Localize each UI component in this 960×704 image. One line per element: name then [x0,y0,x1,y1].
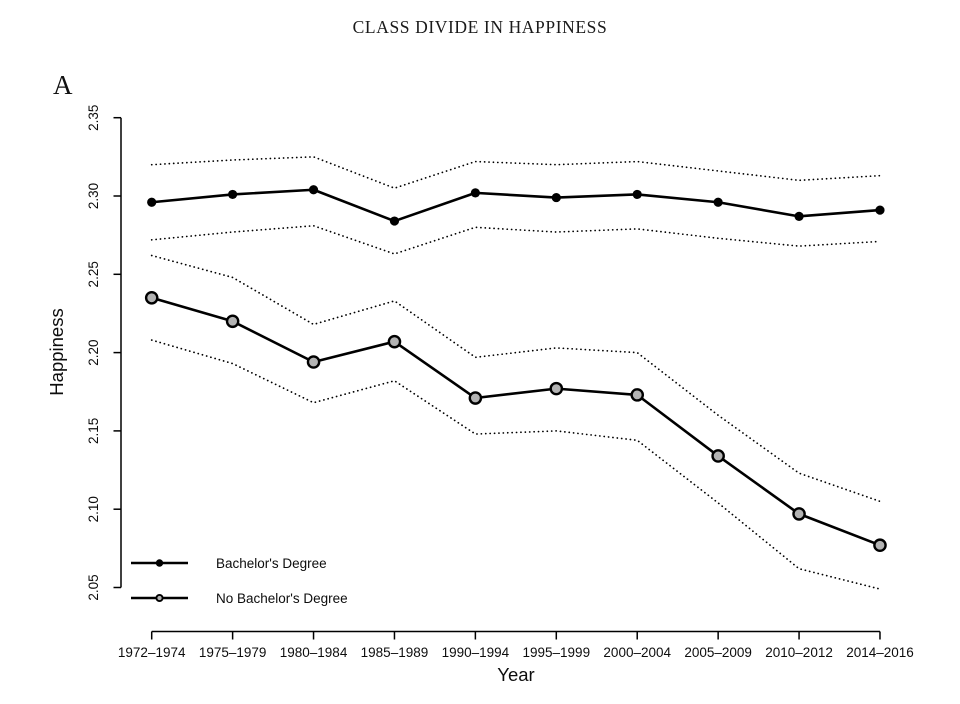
data-point-no-bachelors [873,538,887,553]
series-line-0 [150,188,882,223]
y-tick-label: 2.15 [86,418,101,444]
x-tick-label: 1980–1984 [280,645,348,660]
data-point-no-bachelors [711,449,725,463]
x-tick-label: 2014–2016 [846,645,914,660]
data-point-bachelors [470,188,480,198]
legend-marker-open-circle-icon [155,593,164,603]
x-axis-title: Year [497,664,534,685]
y-tick-label: 2.05 [86,574,101,600]
y-tick-label: 2.25 [86,261,101,287]
x-tick-label: 1995–1999 [523,645,591,660]
series-line-1 [150,296,882,547]
data-point-no-bachelors [549,381,564,396]
y-axis-title: Happiness [46,308,67,395]
x-tick-label: 2000–2004 [603,645,671,660]
data-point-no-bachelors [630,388,645,402]
x-tick-label: 1972–1974 [118,645,186,660]
ci-lower-series-0 [150,224,881,255]
data-point-no-bachelors [144,290,159,305]
data-point-no-bachelors [792,507,806,521]
x-tick-label: 1985–1989 [361,645,429,660]
data-point-bachelors [632,189,642,200]
data-point-bachelors [228,189,238,200]
ci-upper-series-1 [150,254,881,503]
x-tick-label: 2010–2012 [765,645,833,660]
data-point-bachelors [713,197,723,207]
data-point-bachelors [794,211,804,221]
data-point-bachelors [147,197,157,207]
x-tick-label: 2005–2009 [684,645,752,660]
ci-lower-series-1 [150,339,881,590]
legend-label: No Bachelor's Degree [216,591,348,606]
data-point-no-bachelors [225,314,240,329]
data-point-bachelors [308,185,319,195]
legend-label: Bachelor's Degree [216,556,327,571]
data-point-bachelors [389,216,400,226]
data-point-no-bachelors [468,391,483,405]
figure-title: CLASS DIVIDE IN HAPPINESS [352,17,608,37]
y-tick-label: 2.10 [86,496,101,522]
plot-area: 2.05 2.10 2.15 2.20 2.25 2.30 2.35 1972–1974 197… [86,105,914,660]
ci-upper-series-0 [150,156,881,190]
data-point-no-bachelors [387,334,402,349]
x-tick-label: 1990–1994 [442,645,510,660]
data-point-no-bachelors [306,355,321,369]
y-tick-label: 2.20 [86,339,101,365]
panel-a-label: A [53,70,73,100]
y-tick-label: 2.30 [86,183,101,209]
legend-marker-filled-circle-icon [155,559,164,567]
data-point-bachelors [875,205,885,215]
y-tick-label: 2.35 [86,105,101,131]
data-point-bachelors [551,192,561,203]
x-tick-label: 1975–1979 [199,645,267,660]
